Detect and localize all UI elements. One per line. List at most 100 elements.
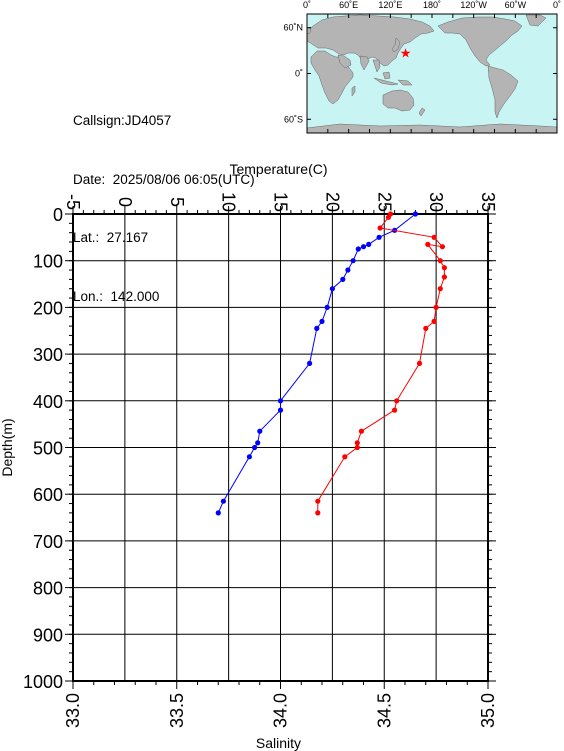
depth-tick-label: 1000 [23,672,63,692]
land-new-guinea [397,79,413,86]
temperature-tick-label: -5 [63,194,83,210]
temperature-tick-label: 20 [322,192,342,212]
salinity-data-point [342,454,348,460]
salinity-tick-label: 34.5 [374,693,394,728]
map-land [306,14,558,134]
date-label: Date: [73,171,106,187]
lat-row: Lat.: 27.167 [73,228,255,248]
station-info: Callsign:JD4057 Date: 2025/08/06 06:05(U… [73,72,255,326]
map-lon-label: 180˚ [423,0,441,10]
temperature-data-point [340,276,346,282]
temperature-data-point [324,304,330,310]
map-lon-label: 0˚ [553,0,561,10]
temperature-data-point [277,398,284,404]
land-japan [391,37,401,53]
temperature-tick-label: 0 [115,197,135,207]
map-lon-label: 60˚W [505,0,527,10]
temperature-data-point [376,234,382,240]
depth-tick-label: 600 [33,485,63,505]
depth-tick-label: 800 [33,579,63,599]
land-indonesia [373,77,399,86]
salinity-data-point [425,241,431,247]
salinity-data-point [392,407,398,413]
temperature-data-point [350,258,356,264]
lat-label: Lat.: [73,230,100,245]
temperature-data-point [277,407,284,413]
date-row: Date: 2025/08/06 06:05(UTC) [73,170,255,190]
callsign-label: Callsign: [73,113,125,128]
depth-tick-label: 0 [53,205,63,225]
salinity-profile-line [317,213,445,513]
land-india [359,55,370,71]
salinity-data-point [441,265,447,271]
salinity-data-point [437,258,443,264]
land-north-america [437,16,523,67]
salinity-data-point [431,318,437,324]
temperature-data-point [215,510,221,516]
temperature-tick-label: 5 [167,197,187,207]
land-south-america [487,65,519,119]
salinity-tick-label: 35.0 [478,693,498,728]
temperature-data-point [257,428,263,434]
depth-tick-label: 500 [33,439,63,459]
depth-tick-label: 400 [33,392,63,412]
temperature-axis-title: Temperature(C) [229,161,327,177]
temperature-data-point [329,286,335,292]
depth-tick-label: 200 [33,298,63,318]
map-lon-label: 120˚E [378,0,402,10]
series-layer [215,211,447,516]
map-lat-label: 60˚S [284,114,303,124]
depth-tick-label: 300 [33,345,63,365]
salinity-data-point [358,428,364,434]
map-lon-label: 0˚ [303,0,311,10]
temperature-data-point [314,325,320,331]
temperature-tick-label: 25 [374,192,394,212]
depth-tick-label: 900 [33,625,63,645]
temperature-data-point [360,244,367,250]
temperature-tick-label: 35 [478,192,498,212]
temperature-data-point [246,454,252,460]
world-map: 0˚ 60˚E 120˚E 180˚ 120˚W 60˚W 0˚ 60˚N 0˚ 60˚S ★ [283,0,561,134]
temperature-tick-label: 30 [426,192,446,212]
lat-value: 27.167 [106,230,149,245]
salinity-data-point [439,244,445,250]
date-value: 2025/08/06 06:05(UTC) [112,171,255,187]
salinity-data-point [423,325,429,331]
salinity-data-point [416,360,423,366]
temperature-tick-labels: -5 0 5 10 15 20 25 30 35 [63,192,498,212]
salinity-data-point [385,214,391,220]
land-madagascar [351,85,356,97]
land-australia [382,89,415,112]
land-greenland [525,14,547,27]
salinity-tick-label: 33.0 [63,693,83,728]
temperature-data-point [355,246,361,252]
temperature-data-point [319,318,325,324]
salinity-data-point [441,274,447,280]
station-marker: ★ [400,45,412,60]
depth-axis-title: Depth(m) [0,418,15,476]
temperature-profile-line [217,213,416,514]
plot-frame [72,213,489,682]
salinity-tick-labels: 33.0 33.5 34.0 34.5 35.0 [63,693,498,728]
land-eurasia [306,14,435,67]
map-lat-label: 60˚N [283,23,303,33]
salinity-data-point [377,225,383,231]
temperature-data-point [307,360,313,366]
salinity-tick-label: 33.5 [167,693,187,728]
lon-row: Lon.: 142.000 [73,287,255,307]
map-lat-label: 0˚ [295,69,303,79]
map-lon-label: 60˚E [339,0,358,10]
temperature-data-point [366,241,372,247]
depth-tick-labels: 0 100 200 300 400 500 600 700 800 900 1000 [23,205,63,692]
temperature-data-point [412,211,418,217]
depth-tick-label: 100 [33,252,63,272]
land-borneo [382,71,391,80]
salinity-data-point [394,398,400,404]
temperature-tick-label: 10 [219,192,239,212]
map-ticks [306,14,558,133]
salinity-data-point [437,286,443,292]
salinity-data-point [315,510,321,516]
temperature-data-point [345,267,351,273]
salinity-data-point [354,444,360,451]
